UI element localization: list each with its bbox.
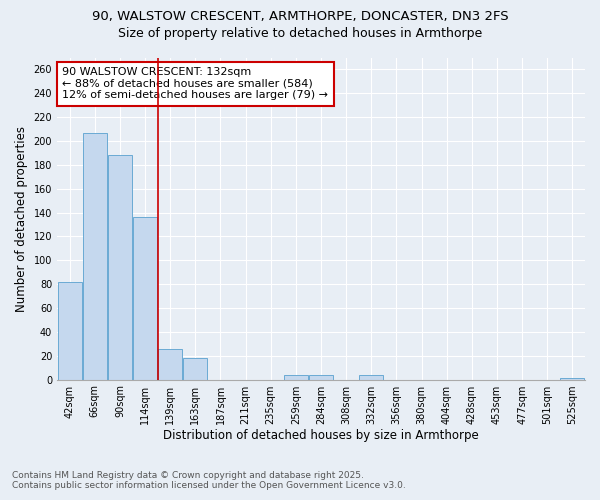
Text: 90, WALSTOW CRESCENT, ARMTHORPE, DONCASTER, DN3 2FS: 90, WALSTOW CRESCENT, ARMTHORPE, DONCAST… bbox=[92, 10, 508, 23]
Bar bbox=[108, 156, 132, 380]
Bar bbox=[58, 282, 82, 380]
Text: 90 WALSTOW CRESCENT: 132sqm
← 88% of detached houses are smaller (584)
12% of se: 90 WALSTOW CRESCENT: 132sqm ← 88% of det… bbox=[62, 67, 328, 100]
Y-axis label: Number of detached properties: Number of detached properties bbox=[15, 126, 28, 312]
Text: Contains HM Land Registry data © Crown copyright and database right 2025.
Contai: Contains HM Land Registry data © Crown c… bbox=[12, 470, 406, 490]
Bar bbox=[133, 218, 157, 380]
Bar bbox=[184, 358, 207, 380]
Bar bbox=[309, 375, 333, 380]
Text: Size of property relative to detached houses in Armthorpe: Size of property relative to detached ho… bbox=[118, 28, 482, 40]
X-axis label: Distribution of detached houses by size in Armthorpe: Distribution of detached houses by size … bbox=[163, 430, 479, 442]
Bar bbox=[83, 132, 107, 380]
Bar bbox=[284, 375, 308, 380]
Bar bbox=[560, 378, 584, 380]
Bar bbox=[158, 348, 182, 380]
Bar bbox=[359, 375, 383, 380]
